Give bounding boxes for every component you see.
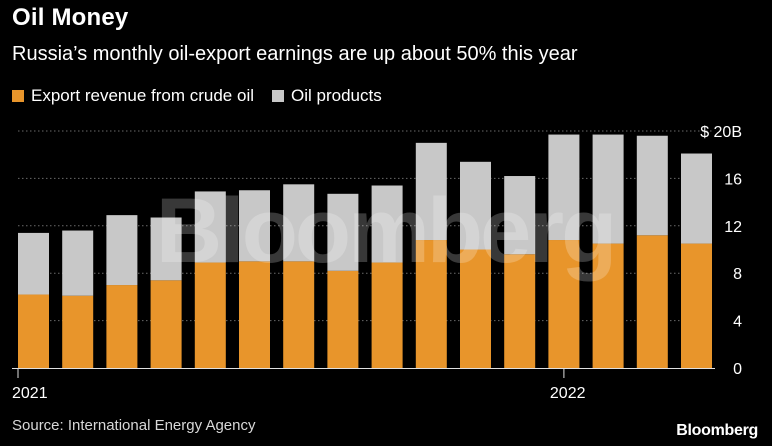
bar-products [150,217,182,281]
bar-products [681,153,712,244]
legend-label-crude: Export revenue from crude oil [31,86,254,105]
legend-item-crude: Export revenue from crude oil [12,86,254,106]
x-tick-label: 2022 [550,385,586,402]
bar-products [106,215,138,286]
bar-products [460,161,491,250]
bar-products [636,135,668,236]
bar-products [283,184,315,262]
bar-crude [150,280,182,368]
bar-products [504,176,536,255]
bar-crude [283,261,315,368]
y-tick-label: 16 [724,171,742,188]
bar-crude [18,294,49,368]
bar-crude [194,262,226,368]
chart-title: Oil Money [12,4,129,31]
bar-products [239,190,270,262]
bar-products [371,185,403,263]
legend: Export revenue from crude oil Oil produc… [12,86,400,106]
chart-subtitle: Russia’s monthly oil-export earnings are… [12,43,578,65]
bar-crude [371,262,403,368]
bar-crude [460,249,491,368]
brand-logo: Bloomberg [676,422,758,439]
legend-item-products: Oil products [272,86,382,106]
bar-crude [415,240,447,368]
y-tick-label: $ 20B [700,124,742,141]
bar-products [18,232,49,295]
bar-products [592,134,624,244]
bar-products [548,134,580,241]
x-tick-label: 2021 [12,385,48,402]
bar-crude [504,254,536,368]
legend-swatch-products [272,90,284,102]
bar-crude [592,243,624,368]
bar-products [327,193,359,271]
y-tick-label: 8 [733,266,742,283]
bar-crude [681,243,712,368]
legend-swatch-crude [12,90,24,102]
bar-crude [239,261,270,368]
bar-crude [548,240,580,368]
y-tick-label: 4 [733,314,742,331]
bar-crude [106,285,138,368]
bar-crude [62,295,94,368]
legend-label-products: Oil products [291,86,382,105]
bar-products [62,230,94,296]
bar-products [194,191,226,263]
y-tick-label: 12 [724,219,742,236]
watermark: Bloomberg [156,180,615,282]
bar-crude [636,235,668,368]
y-tick-label: 0 [733,361,742,378]
bar-crude [327,270,359,368]
bar-products [415,142,447,241]
source-note: Source: International Energy Agency [12,417,256,434]
